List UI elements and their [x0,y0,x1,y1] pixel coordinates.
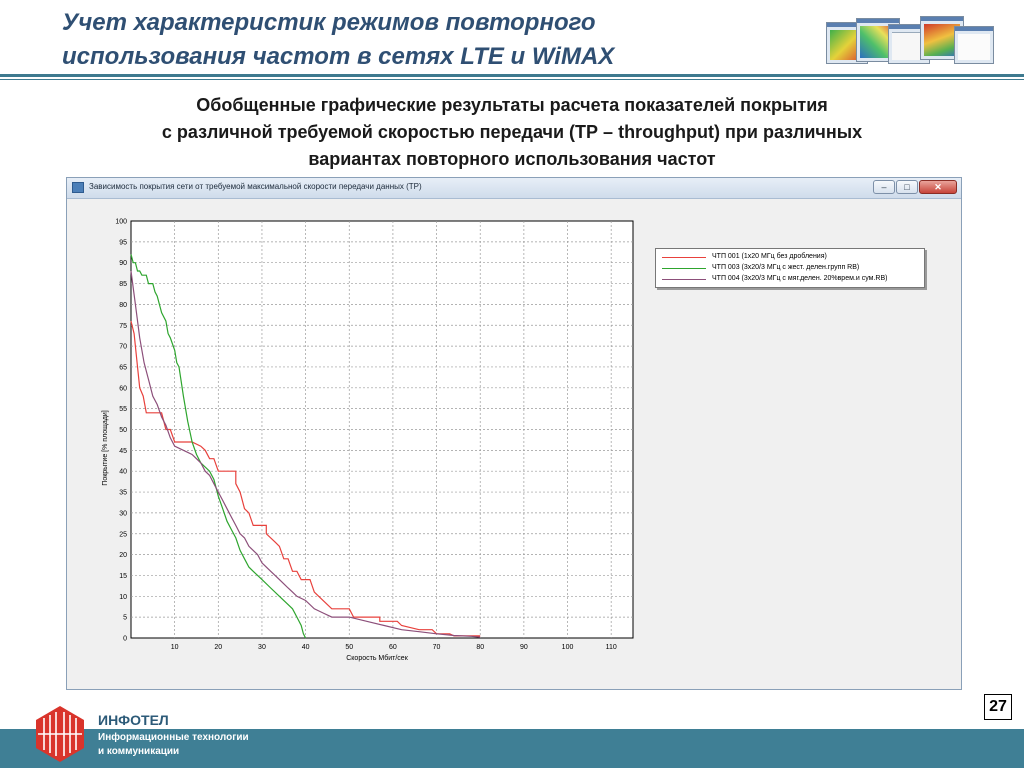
y-tick-label: 90 [119,260,127,267]
window-title: Зависимость покрытия сети от требуемой м… [89,182,422,191]
slide-subtitle: Обобщенные графические результаты расчет… [161,95,863,169]
y-tick-label: 25 [119,531,127,538]
coverage-chart: 0 5 10 15 20 25 30 35 40 45 50 55 60 65 70 75 80 85 90 95 10… [102,219,634,662]
y-tick-label: 55 [119,406,127,413]
brand-name: ИНФОТЕЛ [98,712,169,728]
y-tick-label: 45 [119,448,127,455]
header-thumbnails [826,14,996,70]
series-line-chtp-001 [130,320,481,637]
x-tick-label: 110 [606,644,617,651]
series-line-chtp-004 [130,270,481,638]
y-tick-label: 95 [119,239,127,246]
x-tick-label: 100 [562,644,574,651]
y-tick-label: 35 [119,490,127,497]
x-tick-labels: 10 20 30 40 50 60 70 80 90 100 110 [171,644,617,651]
x-tick-label: 70 [433,644,441,651]
y-tick-label: 60 [119,385,127,392]
page-number: 27 [984,694,1012,720]
footer-band [0,729,1024,768]
series-line-chtp-003 [130,254,307,639]
minimize-button[interactable]: – [873,180,895,194]
slide-title: Учет характеристик режимов повторного ис… [62,9,615,70]
infotel-logo-icon [36,706,84,762]
x-axis-label: Скорость Мбит/сек [346,654,408,662]
legend-swatch-red [662,257,706,258]
thumbnail-image [954,26,994,64]
legend-item: ЧТП 003 (3х20/3 МГц с жест. делен.групп … [662,263,924,274]
y-tick-label: 85 [119,281,127,288]
y-tick-label: 65 [119,364,127,371]
y-tick-label: 40 [119,469,127,476]
y-tick-label: 0 [123,636,127,643]
header-divider [0,74,1024,77]
y-tick-label: 5 [123,615,127,622]
legend-swatch-purple [662,279,706,280]
y-tick-label: 100 [115,219,127,226]
y-tick-label: 30 [119,510,127,517]
legend-item: ЧТП 001 (1х20 МГц без дробления) [662,252,924,263]
legend-item: ЧТП 004 (3х20/3 МГц с мяг.делен. 20%врем… [662,274,924,285]
brand-tagline-2: и коммуникации [98,746,180,757]
y-tick-label: 50 [119,427,127,434]
x-tick-label: 10 [171,644,179,651]
x-tick-label: 90 [520,644,528,651]
brand-tagline-1: Информационные технологии [98,732,249,743]
legend-label: ЧТП 001 (1х20 МГц без дробления) [712,253,827,260]
y-axis-label: Покрытие [% площади] [102,410,109,485]
y-tick-label: 75 [119,323,127,330]
legend-swatch-green [662,268,706,269]
series-lines [130,254,481,639]
plot-area [130,220,634,639]
x-tick-label: 30 [258,644,266,651]
x-tick-label: 80 [476,644,484,651]
y-tick-label: 10 [119,594,127,601]
y-tick-label: 80 [119,302,127,309]
maximize-button[interactable]: □ [896,180,918,194]
y-tick-label: 15 [119,573,127,580]
x-tick-label: 40 [302,644,310,651]
chart-legend: ЧТП 001 (1х20 МГц без дробления) ЧТП 003… [655,248,925,288]
grid-lines [131,221,633,638]
legend-label: ЧТП 004 (3х20/3 МГц с мяг.делен. 20%врем… [712,275,888,282]
y-tick-label: 20 [119,552,127,559]
y-tick-label: 70 [119,344,127,351]
x-tick-label: 20 [214,644,222,651]
y-tick-labels: 0 5 10 15 20 25 30 35 40 45 50 55 60 65 70 75 80 85 90 95 10… [115,219,127,643]
header-divider-thin [0,79,1024,80]
x-tick-label: 60 [389,644,397,651]
x-tick-label: 50 [345,644,353,651]
window-app-icon [72,182,84,193]
legend-label: ЧТП 003 (3х20/3 МГц с жест. делен.групп … [712,264,860,271]
window-titlebar[interactable]: Зависимость покрытия сети от требуемой м… [67,178,961,199]
close-button[interactable]: ✕ [919,180,957,194]
chart-window: Зависимость покрытия сети от требуемой м… [66,177,962,690]
